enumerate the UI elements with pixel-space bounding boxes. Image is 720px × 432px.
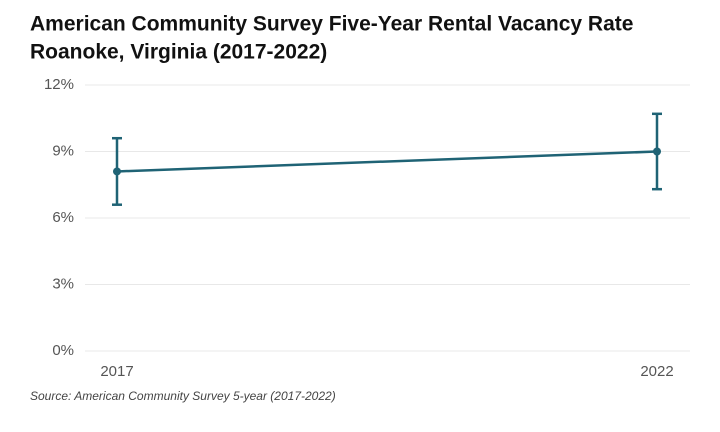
y-tick-label: 9% <box>52 142 74 159</box>
y-tick-label: 6% <box>52 209 74 226</box>
line <box>116 150 658 173</box>
y-tick-label: 3% <box>52 275 74 292</box>
source-note: Source: American Community Survey 5-year… <box>30 389 336 403</box>
chart-title: American Community Survey Five-Year Rent… <box>30 13 633 36</box>
y-tick-label: 0% <box>52 342 74 359</box>
point <box>653 147 661 156</box>
x-tick-label: 2022 <box>640 363 673 380</box>
x-tick-label: 2017 <box>100 363 133 380</box>
chart-title: Roanoke, Virginia (2017-2022) <box>30 41 327 64</box>
point <box>113 167 121 176</box>
y-tick-label: 12% <box>44 76 74 93</box>
